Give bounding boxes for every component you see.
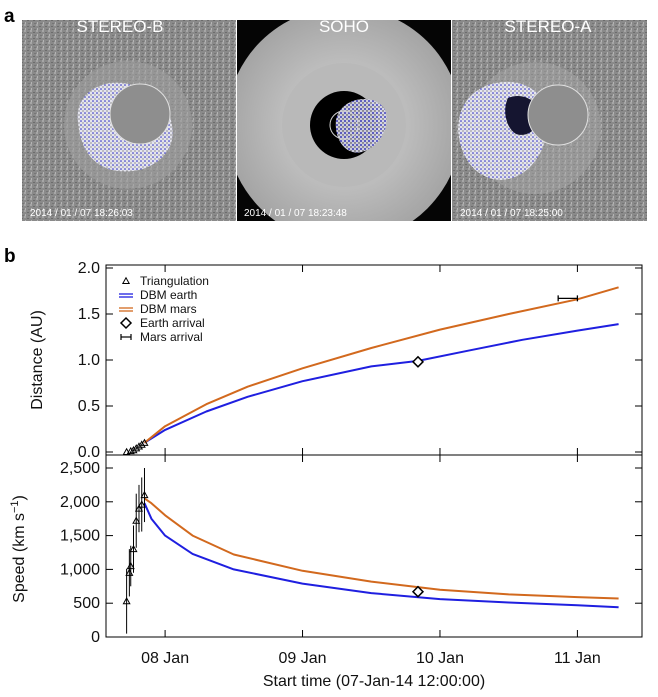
soho-title: SOHO xyxy=(319,17,369,36)
distance-y-tick-label: 1.0 xyxy=(78,352,100,369)
speed-y-tick-label: 2,500 xyxy=(60,460,100,477)
triangulation-point xyxy=(140,438,149,446)
stereo-a-title: STEREO-A xyxy=(505,17,593,36)
soho-timestamp: 2014 / 01 / 07 18:23:48 xyxy=(244,208,347,219)
speed-series xyxy=(143,497,619,609)
distance-y-tick-label: 0.5 xyxy=(78,398,100,415)
distance-y-tick-label: 2.0 xyxy=(78,260,100,277)
speed-plot: 0 500 1,000 1,500 2,000 2,500 08 Jan 09 Jan 10 … xyxy=(9,454,643,690)
speed-y-axis-label: Speed (km s−1) xyxy=(9,495,28,603)
speed-dbm-mars-line xyxy=(143,497,619,600)
legend-label: DBM mars xyxy=(140,302,197,316)
panel-a-letter: a xyxy=(4,6,15,27)
distance-y-tick-label: 0.0 xyxy=(78,444,100,461)
triangulation-point xyxy=(137,440,146,448)
legend-label: DBM earth xyxy=(140,288,197,302)
legend-earth-arrival-symbol xyxy=(119,316,133,330)
speed-y-tick-label: 500 xyxy=(73,595,100,612)
distance-plot: 0.0 0.5 1.0 1.5 2.0 Distance (AU) Triangulat… xyxy=(29,260,643,461)
stereo-b-image xyxy=(22,20,236,221)
stereo-b-timestamp: 2014 / 01 / 07 18:26:03 xyxy=(30,208,133,219)
triangulation-point xyxy=(134,504,144,512)
speed-y-tick-label: 0 xyxy=(91,629,100,646)
x-tick-label: 09 Jan xyxy=(279,650,327,667)
panel-b-letter: b xyxy=(4,246,16,267)
triangulation-point xyxy=(137,500,146,508)
distance-y-axis-label: Distance (AU) xyxy=(29,310,46,410)
speed-y-tick-label: 1,500 xyxy=(60,528,100,545)
triangulation-point xyxy=(122,596,131,605)
x-axis-label: Start time (07-Jan-14 12:00:00) xyxy=(263,673,485,690)
triangulation-point xyxy=(132,516,141,524)
speed-y-ticks: 0 500 1,000 1,500 2,000 2,500 xyxy=(60,460,642,646)
speed-y-label-main: Speed (km s xyxy=(11,513,28,603)
distance-y-ticks: 0.0 0.5 1.0 1.5 2.0 xyxy=(78,260,642,461)
speed-markers xyxy=(122,468,425,634)
speed-y-label-close: ) xyxy=(11,495,28,500)
x-tick-label: 11 Jan xyxy=(554,650,601,667)
distance-dbm-mars-line xyxy=(143,286,619,444)
legend-label: Earth arrival xyxy=(140,316,205,330)
distance-y-tick-label: 1.5 xyxy=(78,306,100,323)
speed-plot-frame xyxy=(105,454,643,638)
triangulation-point xyxy=(129,445,138,454)
legend-triangulation-symbol xyxy=(121,276,131,285)
triangulation-point xyxy=(129,544,138,553)
speed-x-ticks: 08 Jan 09 Jan 10 Jan 11 Jan xyxy=(141,455,601,667)
speed-y-label-sup: −1 xyxy=(9,500,21,513)
distance-x-ticks xyxy=(164,265,578,455)
legend-label: Mars arrival xyxy=(140,330,203,344)
triangulation-point xyxy=(140,490,149,499)
earth-arrival-marker xyxy=(411,355,425,368)
triangulation-point xyxy=(126,446,135,455)
soho-image xyxy=(237,20,451,221)
stereo-a-image xyxy=(452,20,647,221)
triangulation-point xyxy=(126,561,135,570)
stereo-b-title: STEREO-B xyxy=(77,17,164,36)
speed-dbm-earth-line xyxy=(143,502,619,609)
speed-y-tick-label: 2,000 xyxy=(60,494,100,511)
triangulation-point xyxy=(134,442,144,450)
earth-arrival-marker xyxy=(411,585,425,598)
speed-y-tick-label: 1,000 xyxy=(60,561,100,578)
x-tick-label: 10 Jan xyxy=(416,650,464,667)
legend-label: Triangulation xyxy=(140,274,209,288)
distance-series xyxy=(143,286,619,444)
distance-dbm-earth-line xyxy=(143,323,619,444)
triangulation-point xyxy=(132,444,141,452)
x-tick-label: 08 Jan xyxy=(141,650,189,667)
stereo-a-timestamp: 2014 / 01 / 07 18:25:00 xyxy=(460,208,563,219)
